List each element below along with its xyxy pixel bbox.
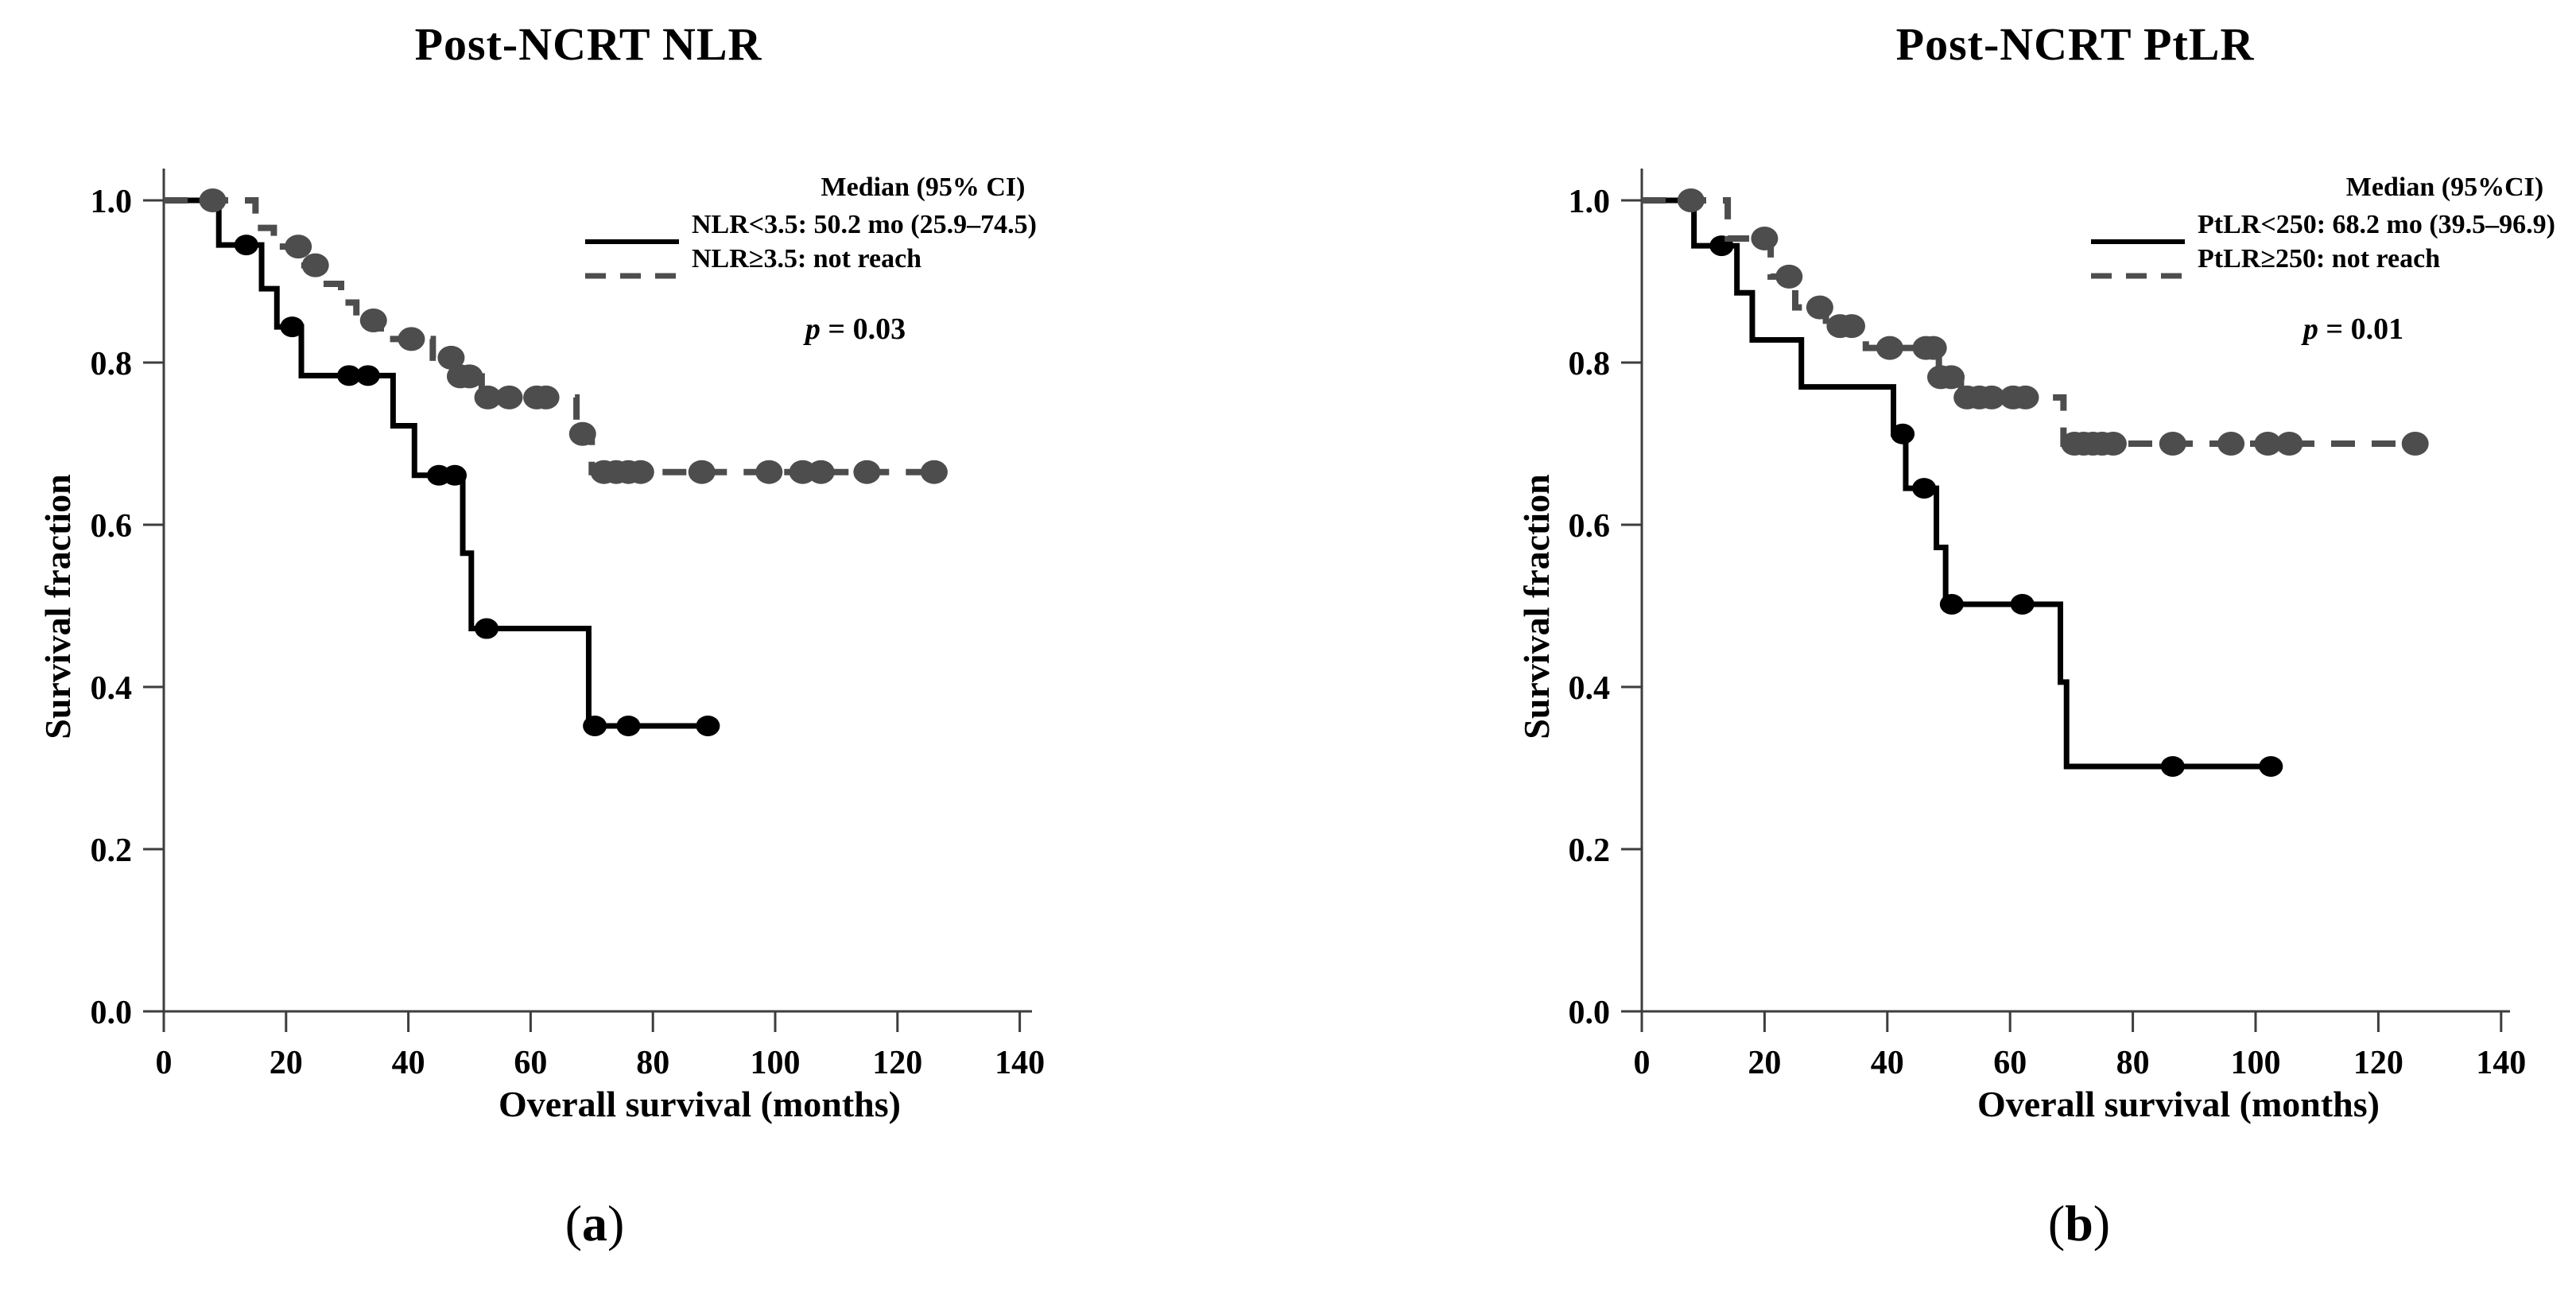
svg-text:120: 120 [2353, 1045, 2403, 1081]
svg-text:20: 20 [270, 1045, 303, 1081]
svg-text:40: 40 [392, 1045, 425, 1081]
panel-b-x-axis-label: Overall survival (months) [1977, 1084, 2380, 1124]
axes-b [1621, 169, 2510, 1032]
panel-a-x-axis-label: Overall survival (months) [499, 1084, 901, 1124]
letter: b [2065, 1195, 2093, 1251]
svg-text:0.4: 0.4 [1569, 670, 1611, 707]
p-value-text: = 0.01 [2318, 312, 2404, 346]
svg-text:140: 140 [995, 1045, 1045, 1081]
solid-line-sample-icon [2091, 222, 2185, 244]
censor-marks-b-1 [1677, 188, 2429, 456]
censor-marks-a-1 [199, 188, 948, 484]
legend-item-label: PtLR<250: 68.2 mo (39.5–96.9) [2198, 210, 2555, 240]
panel-b-y-axis-label: Survival fraction [1516, 474, 1557, 739]
svg-text:100: 100 [751, 1045, 801, 1081]
svg-text:0.6: 0.6 [1569, 508, 1611, 545]
panel-a-legend: Median (95% CI) NLR<3.5: 50.2 mo (25.9–7… [585, 172, 1094, 346]
svg-text:80: 80 [636, 1045, 669, 1081]
legend-header: Median (95%CI) [2345, 173, 2544, 202]
svg-text:1.0: 1.0 [1569, 184, 1611, 220]
p-value: p = 0.01 [2242, 312, 2465, 348]
dashed-line-sample-icon [2091, 256, 2185, 278]
legend-item-label: NLR≥3.5: not reach [692, 244, 922, 274]
svg-text:0: 0 [1634, 1045, 1651, 1081]
legend-item-label: PtLR≥250: not reach [2198, 244, 2441, 274]
svg-text:60: 60 [514, 1045, 547, 1081]
svg-text:0.6: 0.6 [91, 508, 133, 545]
legend-header: Median (95% CI) [821, 173, 1026, 202]
panel-a-letter: (a) [507, 1194, 682, 1253]
svg-text:0.0: 0.0 [1569, 995, 1611, 1031]
legend-item-solid: NLR<3.5: 50.2 mo (25.9–74.5) [585, 208, 1094, 244]
censor-marks-a-0 [234, 235, 720, 736]
p-symbol: p [2302, 312, 2318, 346]
panel-b-legend: Median (95%CI) PtLR<250: 68.2 mo (39.5–9… [2091, 172, 2576, 346]
paren-close: ) [607, 1195, 625, 1251]
solid-line-sample-icon [585, 222, 679, 244]
svg-text:40: 40 [1871, 1045, 1904, 1081]
paren-close: ) [2093, 1195, 2111, 1251]
svg-text:140: 140 [2476, 1045, 2526, 1081]
panel-a-title: Post-NCRT NLR [414, 18, 762, 70]
km-panel-a: 0 20 40 60 80 100 120 140 1.0 0.8 0.6 0.4 0.2 0.0 [91, 169, 1046, 1081]
svg-text:100: 100 [2231, 1045, 2281, 1081]
legend-item-dashed: NLR≥3.5: not reach [585, 243, 1094, 278]
panel-b-title: Post-NCRT PtLR [1895, 18, 2255, 70]
panel-a-y-axis-label: Survival fraction [37, 474, 78, 739]
dashed-line-sample-icon [585, 256, 679, 278]
paren-open: ( [2047, 1195, 2066, 1251]
svg-text:60: 60 [1993, 1045, 2027, 1081]
svg-text:120: 120 [872, 1045, 922, 1081]
km-panel-b: 0 20 40 60 80 100 120 140 1.0 0.8 0.6 0.4 0.2 0.0 [1569, 169, 2527, 1081]
svg-text:0.4: 0.4 [91, 670, 133, 707]
p-symbol: p [805, 312, 821, 346]
svg-text:20: 20 [1748, 1045, 1781, 1081]
tick-labels-b: 0 20 40 60 80 100 120 140 1.0 0.8 0.6 0.4 0.2 0.0 [1569, 184, 2527, 1081]
p-value-text: = 0.03 [820, 312, 906, 346]
series-curve-a-0 [164, 197, 708, 729]
svg-text:80: 80 [2116, 1045, 2150, 1081]
panel-b-letter: (b) [1992, 1194, 2167, 1253]
p-value: p = 0.03 [744, 312, 967, 348]
legend-item-label: NLR<3.5: 50.2 mo (25.9–74.5) [692, 210, 1037, 240]
svg-text:0.8: 0.8 [91, 346, 133, 382]
axes-a [143, 169, 1032, 1032]
svg-text:0: 0 [156, 1045, 173, 1081]
svg-text:0.8: 0.8 [1569, 346, 1611, 382]
censor-marks-b-0 [1709, 235, 2283, 777]
paren-open: ( [564, 1195, 582, 1251]
tick-labels-a: 0 20 40 60 80 100 120 140 1.0 0.8 0.6 0.4 0.2 0.0 [91, 184, 1046, 1081]
svg-text:1.0: 1.0 [91, 184, 133, 220]
svg-text:0.2: 0.2 [91, 832, 133, 869]
legend-item-solid: PtLR<250: 68.2 mo (39.5–96.9) [2091, 208, 2576, 244]
letter: a [582, 1195, 607, 1251]
svg-text:0.2: 0.2 [1569, 832, 1611, 869]
legend-item-dashed: PtLR≥250: not reach [2091, 243, 2576, 278]
series-curve-b-0 [1642, 197, 2275, 770]
svg-text:0.0: 0.0 [91, 995, 133, 1031]
